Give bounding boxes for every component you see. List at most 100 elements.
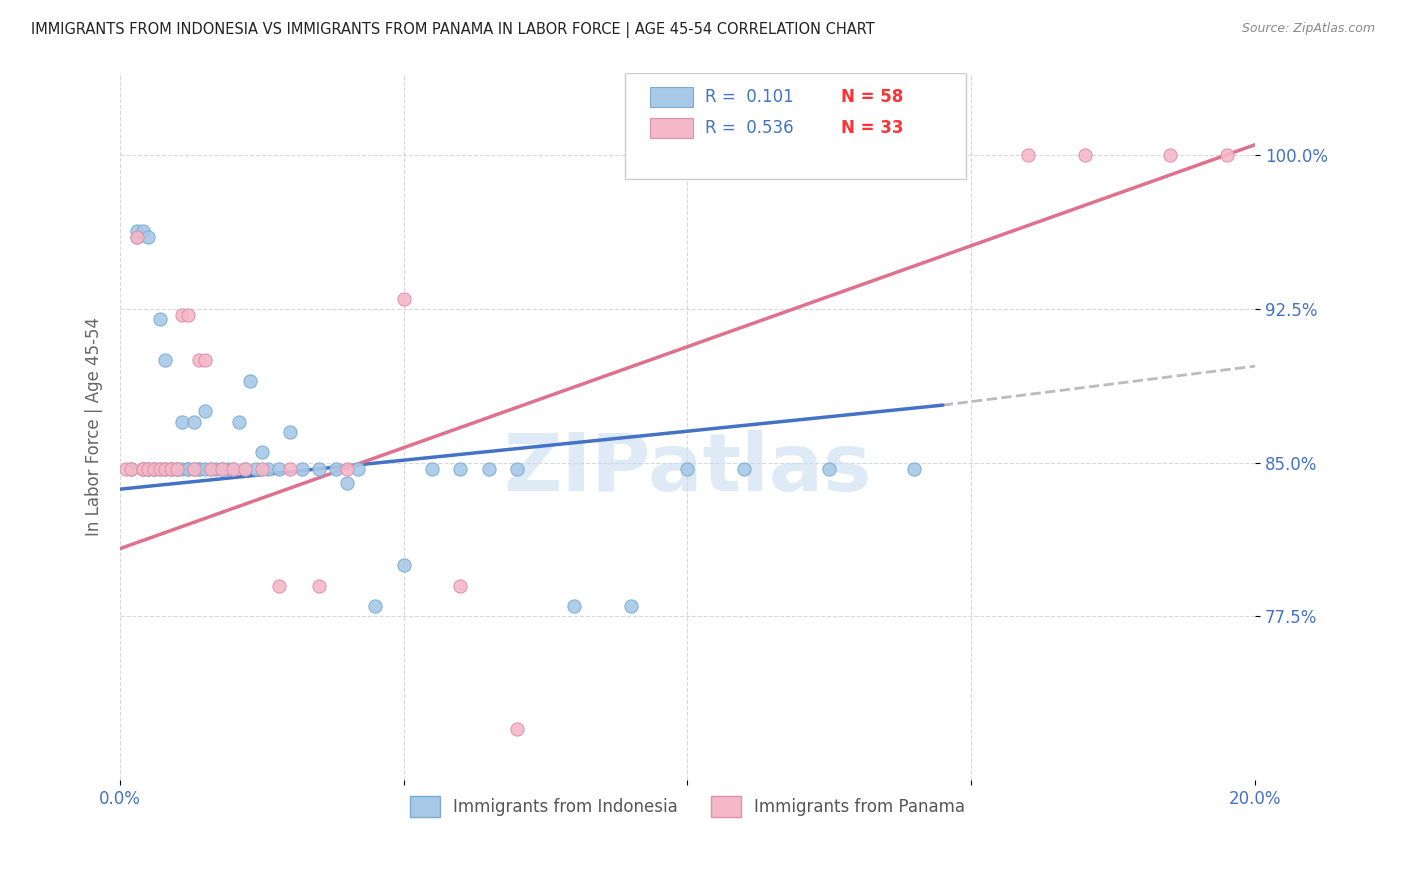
Point xyxy=(188,353,211,368)
Point xyxy=(172,308,194,322)
Point xyxy=(183,461,205,475)
Point xyxy=(160,461,183,475)
Point xyxy=(267,461,290,475)
Point xyxy=(211,461,233,475)
Point xyxy=(166,461,188,475)
Point xyxy=(166,461,188,475)
Point xyxy=(308,578,330,592)
Point xyxy=(392,292,415,306)
Point xyxy=(120,461,142,475)
Legend: Immigrants from Indonesia, Immigrants from Panama: Immigrants from Indonesia, Immigrants fr… xyxy=(401,788,974,825)
Point xyxy=(200,461,222,475)
Point xyxy=(239,374,262,388)
Point xyxy=(960,804,983,818)
Point xyxy=(347,461,370,475)
Point xyxy=(620,599,643,613)
Point xyxy=(172,461,194,475)
Point xyxy=(125,230,148,244)
Point xyxy=(228,415,250,429)
Point xyxy=(1017,148,1039,162)
Point xyxy=(733,461,755,475)
Point xyxy=(177,308,200,322)
Point xyxy=(1159,148,1181,162)
Point xyxy=(336,476,359,491)
Point xyxy=(450,578,472,592)
Point xyxy=(143,461,166,475)
Point xyxy=(143,461,166,475)
Point xyxy=(183,461,205,475)
Text: N = 33: N = 33 xyxy=(841,120,903,137)
Point xyxy=(194,461,217,475)
FancyBboxPatch shape xyxy=(650,87,693,107)
Point xyxy=(166,461,188,475)
Point xyxy=(245,461,267,475)
Point xyxy=(290,461,312,475)
Text: Source: ZipAtlas.com: Source: ZipAtlas.com xyxy=(1241,22,1375,36)
Point xyxy=(233,461,256,475)
Point xyxy=(172,415,194,429)
Point xyxy=(211,461,233,475)
Text: ZIPatlas: ZIPatlas xyxy=(503,430,872,508)
Text: R =  0.101: R = 0.101 xyxy=(704,88,793,106)
Point xyxy=(183,415,205,429)
Point xyxy=(278,425,301,439)
Point xyxy=(336,461,359,475)
FancyBboxPatch shape xyxy=(626,73,966,179)
Point xyxy=(903,461,925,475)
Point xyxy=(420,461,443,475)
Point xyxy=(250,461,273,475)
Text: N = 58: N = 58 xyxy=(841,88,903,106)
Point xyxy=(138,461,160,475)
Point xyxy=(143,461,166,475)
Text: IMMIGRANTS FROM INDONESIA VS IMMIGRANTS FROM PANAMA IN LABOR FORCE | AGE 45-54 C: IMMIGRANTS FROM INDONESIA VS IMMIGRANTS … xyxy=(31,22,875,38)
Point xyxy=(364,599,387,613)
Point xyxy=(138,461,160,475)
Point xyxy=(125,230,148,244)
Text: R =  0.536: R = 0.536 xyxy=(704,120,793,137)
Point xyxy=(149,312,172,326)
Point xyxy=(562,599,585,613)
Point xyxy=(222,461,245,475)
Point xyxy=(506,461,529,475)
Point xyxy=(194,353,217,368)
Point xyxy=(155,461,177,475)
FancyBboxPatch shape xyxy=(650,119,693,138)
Point xyxy=(160,461,183,475)
Point xyxy=(278,461,301,475)
Point xyxy=(217,461,239,475)
Point xyxy=(155,461,177,475)
Point xyxy=(256,461,278,475)
Point xyxy=(114,461,136,475)
Point xyxy=(308,461,330,475)
Point xyxy=(1215,148,1237,162)
Point xyxy=(194,404,217,418)
Y-axis label: In Labor Force | Age 45-54: In Labor Force | Age 45-54 xyxy=(86,318,103,536)
Point xyxy=(160,461,183,475)
Point xyxy=(325,461,347,475)
Point xyxy=(188,461,211,475)
Point xyxy=(120,461,142,475)
Point xyxy=(131,461,153,475)
Point xyxy=(676,461,699,475)
Point xyxy=(200,461,222,475)
Point xyxy=(250,445,273,459)
Point xyxy=(125,224,148,238)
Point xyxy=(222,461,245,475)
Point xyxy=(177,461,200,475)
Point xyxy=(1074,148,1097,162)
Point xyxy=(131,461,153,475)
Point xyxy=(267,578,290,592)
Point xyxy=(450,461,472,475)
Point xyxy=(506,722,529,736)
Point xyxy=(138,230,160,244)
Point xyxy=(155,353,177,368)
Point xyxy=(149,461,172,475)
Point xyxy=(131,224,153,238)
Point xyxy=(392,558,415,572)
Point xyxy=(478,461,501,475)
Point xyxy=(177,461,200,475)
Point xyxy=(138,461,160,475)
Point xyxy=(131,461,153,475)
Point xyxy=(149,461,172,475)
Point xyxy=(188,461,211,475)
